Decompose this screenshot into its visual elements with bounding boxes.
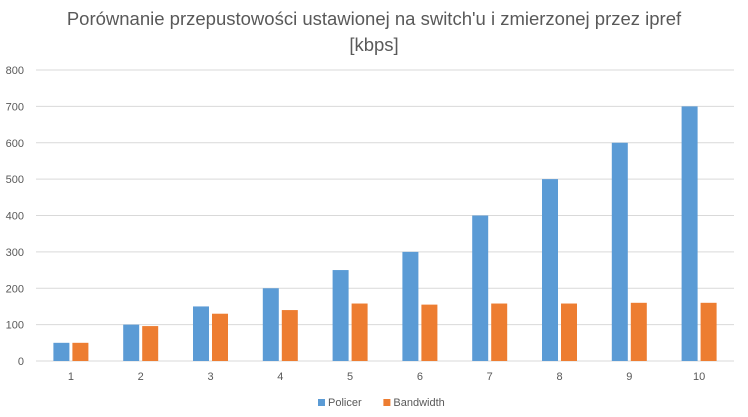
bar-bandwidth-10 — [700, 302, 717, 361]
x-tick-label: 6 — [417, 371, 423, 383]
y-tick-label: 100 — [6, 320, 24, 332]
bar-policer-2 — [123, 324, 140, 361]
bar-policer-3 — [193, 306, 209, 361]
chart-title-line-1: Porównanie przepustowości ustawionej na … — [66, 8, 682, 29]
y-tick-label: 600 — [6, 138, 24, 150]
bar-bandwidth-1 — [72, 342, 89, 361]
legend-label-bandwidth: Bandwidth — [393, 397, 444, 409]
legend-swatch-bandwidth — [383, 399, 391, 406]
x-tick-label: 9 — [626, 371, 632, 383]
bar-bandwidth-5 — [351, 303, 368, 361]
x-tick-label: 7 — [487, 371, 493, 383]
bar-policer-10 — [681, 106, 698, 361]
x-tick-label: 1 — [68, 371, 74, 383]
bar-bandwidth-2 — [142, 326, 159, 361]
bar-bandwidth-6 — [421, 304, 438, 361]
bar-bandwidth-3 — [212, 313, 228, 361]
bar-bandwidth-4 — [281, 310, 298, 361]
y-tick-label: 300 — [6, 247, 24, 259]
y-tick-label: 700 — [6, 101, 24, 113]
y-tick-label: 400 — [6, 211, 24, 223]
bar-bandwidth-7 — [491, 303, 508, 361]
bar-bandwidth-8 — [561, 303, 577, 361]
bar-policer-4 — [262, 288, 279, 361]
x-tick-label: 10 — [693, 371, 705, 383]
legend-label-policer: Policer — [328, 397, 362, 409]
chart-title-line-2: [kbps] — [349, 34, 399, 55]
y-tick-label: 200 — [6, 283, 24, 295]
x-tick-label: 4 — [277, 371, 283, 383]
x-tick-label: 5 — [347, 371, 353, 383]
bar-policer-6 — [402, 251, 419, 361]
bar-policer-5 — [332, 270, 349, 361]
y-tick-label: 800 — [6, 65, 24, 77]
bar-policer-8 — [542, 179, 558, 361]
bar-policer-1 — [53, 342, 70, 361]
bar-bandwidth-9 — [630, 302, 647, 361]
x-tick-label: 2 — [138, 371, 144, 383]
legend-swatch-policer — [318, 399, 325, 406]
y-tick-label: 0 — [18, 356, 24, 368]
bar-policer-7 — [472, 215, 489, 361]
bar-policer-9 — [611, 142, 628, 361]
y-tick-label: 500 — [6, 174, 24, 186]
x-tick-label: 8 — [556, 371, 562, 383]
x-tick-label: 3 — [207, 371, 213, 383]
